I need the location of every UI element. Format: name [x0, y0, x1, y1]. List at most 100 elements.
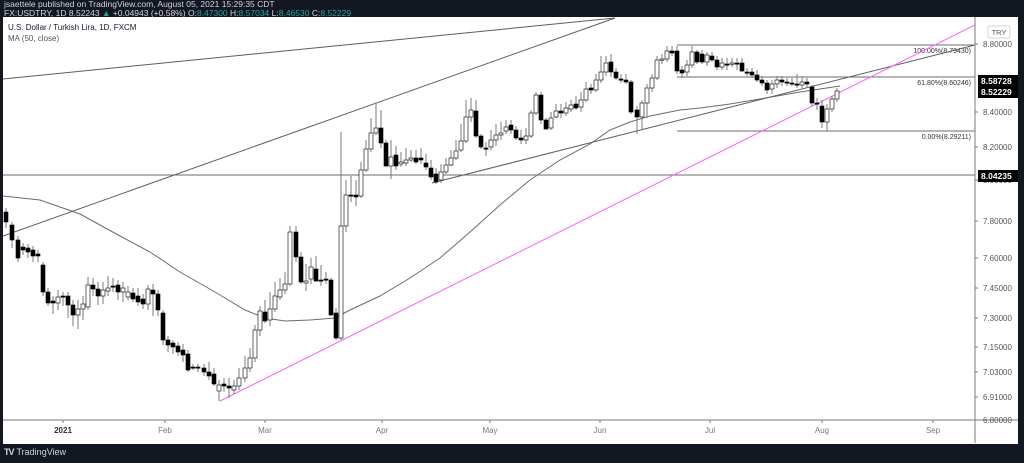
candle — [573, 96, 579, 110]
candle — [298, 252, 304, 284]
open-label: O: — [187, 8, 197, 18]
candle — [794, 74, 800, 88]
candle — [613, 68, 619, 80]
candle — [508, 120, 514, 134]
candle — [734, 58, 740, 70]
y-axis-tick-label: 8.40000 — [983, 108, 1012, 117]
candle — [473, 100, 479, 138]
ma-50-line — [3, 85, 841, 322]
candle — [247, 348, 253, 372]
candle — [669, 46, 675, 56]
legend-ma: MA (50, close) — [8, 34, 60, 43]
tradingview-logo-icon: TV — [4, 447, 14, 457]
price-label: 8.58728 — [981, 76, 1012, 86]
candle — [125, 286, 131, 300]
candle — [588, 84, 594, 94]
x-axis-tick-label: Jul — [705, 426, 715, 435]
trendline[interactable] — [431, 44, 975, 184]
trendline[interactable] — [3, 17, 616, 80]
candle — [287, 226, 293, 286]
candle — [236, 368, 242, 390]
trendline[interactable] — [3, 17, 616, 237]
up-triangle-icon: ▲ — [102, 8, 111, 18]
candle — [458, 124, 464, 152]
candle — [20, 243, 26, 255]
candle — [799, 76, 805, 88]
candle — [548, 112, 554, 130]
candle — [659, 54, 665, 64]
candle — [498, 122, 504, 140]
close-label: C: — [311, 8, 321, 18]
candle — [654, 56, 660, 80]
candle — [679, 66, 685, 78]
candle — [824, 104, 830, 131]
candle — [724, 58, 730, 70]
candle — [211, 368, 217, 386]
candle — [578, 92, 584, 112]
symbol-name[interactable]: FX:USDTRY, 1D — [4, 8, 67, 18]
candle — [45, 288, 51, 306]
candle — [639, 100, 645, 129]
candle — [443, 158, 449, 174]
candle — [674, 46, 680, 74]
candle — [764, 80, 770, 94]
candle — [272, 282, 278, 312]
candle — [719, 58, 725, 70]
candle — [644, 84, 650, 118]
candle — [242, 356, 248, 382]
candle — [558, 104, 564, 118]
candle — [368, 118, 374, 152]
candle — [206, 362, 212, 380]
candle — [383, 140, 389, 167]
low-value: 8.46530 — [278, 8, 310, 18]
candle — [165, 336, 171, 352]
candle — [433, 168, 439, 184]
candle — [160, 310, 166, 345]
last-price: 8.52243 — [68, 8, 100, 18]
candle — [373, 103, 379, 135]
candle — [478, 134, 484, 149]
candle — [363, 140, 369, 172]
y-axis-tick-label: 8.20000 — [983, 143, 1012, 152]
candle — [418, 148, 424, 164]
candle — [282, 272, 288, 294]
close-value: 8.52229 — [320, 8, 352, 18]
candle — [257, 306, 263, 336]
trendline[interactable] — [219, 24, 975, 402]
candle — [453, 140, 459, 160]
candle — [348, 176, 354, 202]
candle — [739, 58, 745, 72]
currency-label[interactable]: TRY — [992, 28, 1007, 37]
x-axis-tick-label: May — [482, 426, 497, 435]
fib-level-label: 0.00%(8.29211) — [922, 134, 971, 141]
candle — [293, 226, 299, 262]
candle — [75, 300, 81, 329]
price-label: 8.04235 — [981, 171, 1012, 181]
candle — [538, 92, 544, 124]
candle — [333, 308, 339, 340]
candle — [150, 284, 156, 316]
candle — [488, 130, 494, 150]
fib-level-label: 61.80%(8.60246) — [917, 80, 971, 87]
candle — [689, 46, 695, 68]
candle — [378, 110, 384, 148]
candle — [543, 118, 549, 130]
candle — [15, 236, 21, 262]
candle — [628, 80, 634, 114]
candle — [140, 294, 146, 309]
candle — [398, 152, 404, 167]
chart-header: jsaettele published on TradingView.com, … — [4, 0, 1020, 17]
x-axis-tick-label: Jun — [594, 426, 607, 435]
candle — [110, 278, 116, 292]
candle — [25, 244, 31, 258]
candle — [493, 124, 499, 146]
candle — [35, 250, 41, 262]
candle — [80, 296, 86, 320]
candle — [313, 256, 319, 282]
candle — [221, 378, 227, 392]
candle — [834, 88, 840, 102]
candle — [749, 68, 755, 78]
candle — [814, 98, 820, 110]
candle — [664, 46, 670, 62]
